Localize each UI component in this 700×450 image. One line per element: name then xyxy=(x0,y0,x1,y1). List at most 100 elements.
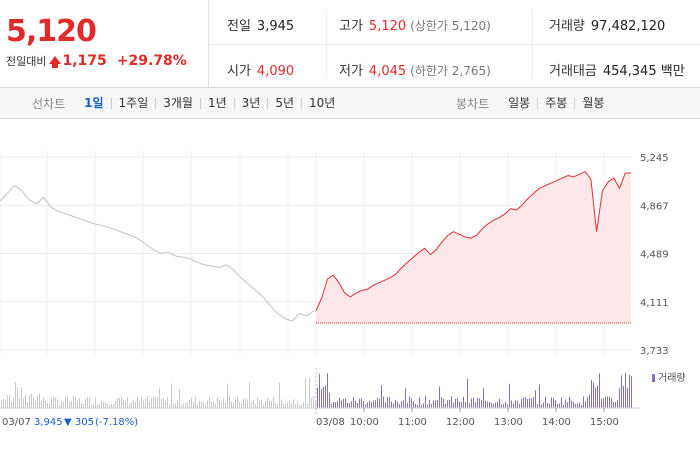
volume-bar xyxy=(379,398,380,408)
volume-bar xyxy=(157,397,158,408)
volume-bar xyxy=(371,402,372,408)
volume-bar xyxy=(267,398,268,408)
price-chart[interactable]: 5,245 4,867 4,489 4,111 3,733 거래량 10:00 11:00… xyxy=(0,120,700,450)
volume-bar xyxy=(221,401,222,408)
volume-bar xyxy=(565,399,566,408)
volume-bar xyxy=(621,375,622,408)
volume-bar xyxy=(409,396,410,408)
volume-bar xyxy=(89,397,90,408)
price-box: 5,120 전일대비 1,175 +29.78% xyxy=(0,0,209,88)
volume-legend-swatch xyxy=(652,374,655,382)
volume-bar xyxy=(163,398,164,408)
change-value: 1,175 xyxy=(62,53,107,69)
tab-1w[interactable]: 1주일 xyxy=(112,97,157,109)
volume-bar xyxy=(547,403,548,408)
volume-bar xyxy=(93,404,94,408)
volume-bar xyxy=(373,400,374,408)
volume-bar xyxy=(573,401,574,408)
volume-bar xyxy=(259,400,260,408)
volume-bar xyxy=(323,386,324,408)
tab-monthly-candle[interactable]: 월봉 xyxy=(582,96,605,110)
volume-bar xyxy=(133,399,134,408)
volume-bar xyxy=(181,404,182,408)
volume-bar xyxy=(589,394,590,408)
volume-bar xyxy=(179,389,180,408)
volume-bar xyxy=(393,403,394,408)
volume-bar xyxy=(395,399,396,408)
volume-bar xyxy=(227,383,228,408)
volume-bar xyxy=(531,398,532,408)
volume-bar xyxy=(65,398,66,408)
volume-bar xyxy=(593,382,594,408)
stat-label: 전일 xyxy=(227,19,251,34)
volume-bar xyxy=(503,404,504,408)
volume-bar xyxy=(555,400,556,408)
tab-10y[interactable]: 10년 xyxy=(309,96,336,110)
volume-bar xyxy=(461,402,462,408)
volume-bar xyxy=(465,402,466,408)
volume-bar xyxy=(39,392,40,408)
volume-bar xyxy=(237,396,238,408)
chart-tabs: 선차트 1일 1주일 3개월 1년 3년 5년 10년 봉차트 일봉 주봉 월봉 xyxy=(0,88,700,119)
volume-bar xyxy=(563,404,564,408)
tab-3m[interactable]: 3개월 xyxy=(156,97,201,109)
stat-sub: (상한가 5,120) xyxy=(410,19,491,33)
volume-bar xyxy=(413,401,414,408)
volume-bar xyxy=(625,372,626,408)
y-tick-label: 5,245 xyxy=(640,153,669,164)
volume-bar xyxy=(321,388,322,408)
up-arrow-icon xyxy=(49,56,62,68)
volume-bar xyxy=(191,397,192,408)
tab-1d[interactable]: 1일 xyxy=(77,97,112,109)
volume-bar xyxy=(587,397,588,408)
volume-bar xyxy=(423,403,424,408)
stat-label: 거래량 xyxy=(549,19,585,34)
tab-3y[interactable]: 3년 xyxy=(235,97,269,109)
volume-bar xyxy=(77,400,78,408)
volume-bar xyxy=(215,403,216,408)
volume-bar xyxy=(369,400,370,408)
volume-bar xyxy=(611,398,612,408)
volume-bar xyxy=(9,395,10,408)
volume-bar xyxy=(33,397,34,408)
volume-bar xyxy=(3,398,4,408)
volume-bar xyxy=(407,402,408,408)
volume-bar xyxy=(521,399,522,408)
volume-bar xyxy=(479,398,480,408)
volume-bar xyxy=(59,404,60,408)
tab-1y[interactable]: 1년 xyxy=(201,97,235,109)
volume-bar xyxy=(467,378,468,408)
volume-bar xyxy=(225,402,226,408)
tab-weekly-candle[interactable]: 주봉 xyxy=(538,97,576,109)
volume-bar xyxy=(119,398,120,408)
volume-bar xyxy=(275,402,276,408)
volume-bar xyxy=(415,404,416,408)
volume-bar xyxy=(489,401,490,408)
volume-bar xyxy=(389,397,390,408)
volume-bar xyxy=(599,373,600,408)
volume-bar xyxy=(7,395,8,408)
volume-bar xyxy=(629,374,630,408)
volume-bar xyxy=(151,398,152,408)
volume-bar xyxy=(241,403,242,408)
tab-5y[interactable]: 5년 xyxy=(268,97,303,109)
volume-bar xyxy=(209,396,210,408)
volume-bar xyxy=(615,401,616,408)
volume-bar xyxy=(623,385,624,408)
volume-bar xyxy=(235,398,236,408)
volume-bar xyxy=(217,397,218,408)
volume-bars xyxy=(1,372,632,408)
volume-bar xyxy=(417,404,418,408)
volume-bar xyxy=(71,401,72,408)
volume-bar xyxy=(581,404,582,408)
volume-bar xyxy=(285,403,286,408)
volume-bar xyxy=(483,388,484,408)
x-tick-label: 14:00 xyxy=(542,417,571,428)
volume-bar xyxy=(193,401,194,408)
volume-bar xyxy=(305,378,306,408)
volume-bar xyxy=(81,402,82,408)
tab-daily-candle[interactable]: 일봉 xyxy=(501,97,539,109)
volume-bar xyxy=(269,400,270,408)
volume-bar xyxy=(87,397,88,408)
volume-bar xyxy=(439,386,440,408)
